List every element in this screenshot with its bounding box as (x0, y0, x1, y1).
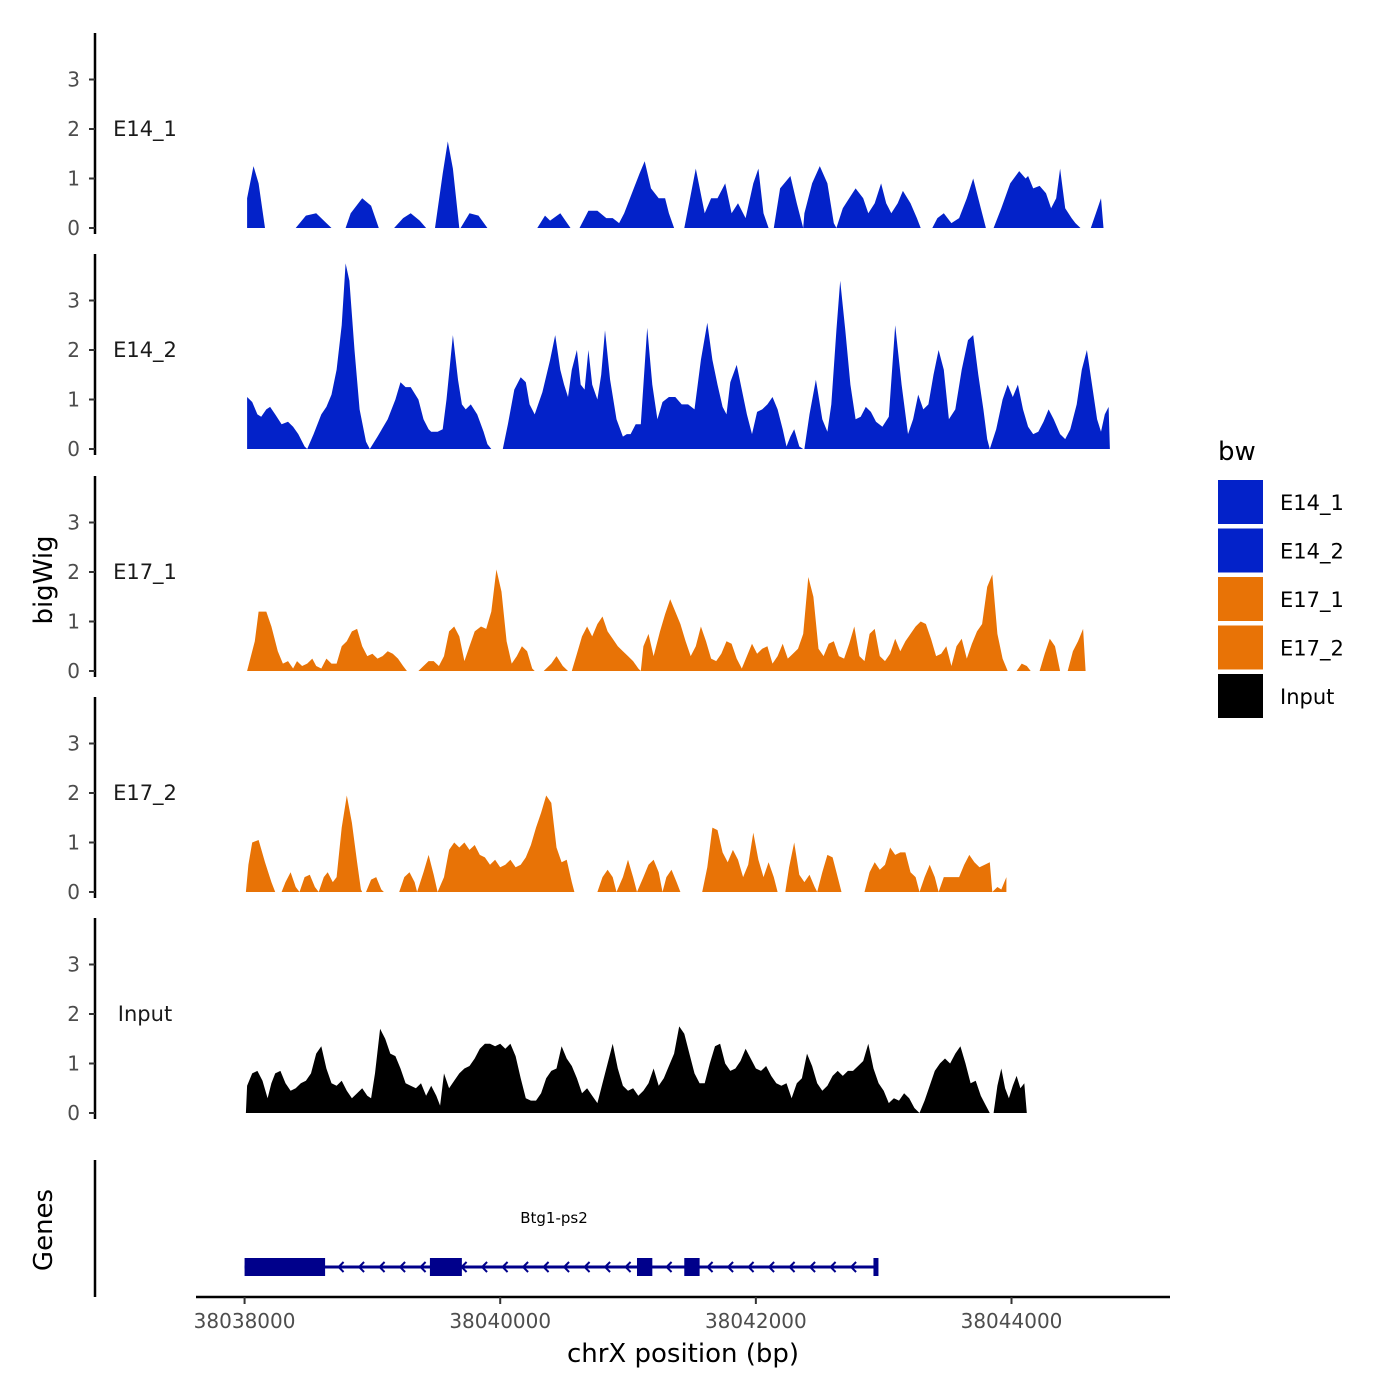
y-tick-label: 3 (67, 953, 80, 977)
y-tick-label: 1 (67, 167, 80, 191)
track-panel-e14-1: 0 1 2 3 E14_1 (67, 33, 1104, 240)
y-tick-label: 0 (67, 880, 80, 904)
gene-exon (244, 1258, 326, 1276)
genes-axis-title: Genes (29, 1189, 59, 1271)
coverage-area-e14-2 (247, 263, 1110, 449)
y-tick-label: 2 (67, 781, 80, 805)
y-tick-label: 1 (67, 610, 80, 634)
legend-title: bw (1218, 437, 1256, 467)
y-axis-title: bigWig (29, 535, 59, 624)
gene-exon (636, 1258, 653, 1276)
y-tick-label: 0 (67, 216, 80, 240)
strand-arrow (562, 1261, 570, 1273)
gene-exon (873, 1258, 879, 1276)
strand-arrow (521, 1261, 529, 1273)
strand-arrow (849, 1261, 857, 1273)
track-label: E17_2 (113, 781, 177, 806)
strand-arrow (480, 1261, 488, 1273)
gene-name-label: Btg1-ps2 (520, 1209, 588, 1227)
genes-panel: Btg1-ps2 (93, 1160, 879, 1297)
strand-arrow (583, 1261, 591, 1273)
legend-label: E14_2 (1280, 540, 1344, 565)
y-tick-label: 2 (67, 338, 80, 362)
strand-arrow (665, 1261, 673, 1273)
strand-arrow (788, 1261, 796, 1273)
coverage-area-e17-2 (245, 795, 1007, 892)
track-label: E14_2 (113, 338, 177, 363)
x-tick-label: 38040000 (449, 1309, 551, 1333)
track-panel-e14-2: 0 1 2 3 E14_2 (67, 254, 1110, 461)
legend-swatch (1218, 674, 1263, 718)
track-panel-input: 0 1 2 3 Input (67, 918, 1027, 1125)
coverage-area-e17-1 (247, 569, 1086, 671)
strand-arrow (808, 1261, 816, 1273)
strand-arrow (603, 1261, 611, 1273)
track-label: E14_1 (113, 117, 177, 142)
coverage-area-e14-1 (247, 141, 1104, 228)
y-tick-label: 0 (67, 1101, 80, 1125)
track-label: E17_1 (113, 560, 177, 585)
gene-exon (684, 1258, 700, 1276)
legend-swatch (1218, 480, 1263, 524)
y-tick-label: 1 (67, 1052, 80, 1076)
y-tick-label: 3 (67, 68, 80, 92)
strand-arrow (624, 1261, 632, 1273)
strand-arrow (357, 1261, 365, 1273)
legend-swatch (1218, 528, 1263, 573)
x-axis-title: chrX position (bp) (567, 1339, 799, 1369)
strand-arrow (726, 1261, 734, 1273)
strand-arrow (829, 1261, 837, 1273)
y-tick-label: 0 (67, 659, 80, 683)
y-tick-label: 2 (67, 1002, 80, 1026)
strand-arrow (501, 1261, 509, 1273)
strand-arrow (419, 1261, 427, 1273)
track-panel-e17-2: 0 1 2 3 E17_2 (67, 697, 1007, 904)
y-tick-label: 1 (67, 831, 80, 855)
strand-arrow (337, 1261, 345, 1273)
strand-arrow (706, 1261, 714, 1273)
coverage-tracks: 0 1 2 3 E14_1 0 1 2 3 E14_2 0 1 2 3 E17_1 0 1 2 3 E17_2 0 1 2 3… (67, 33, 1110, 1125)
strand-arrow (747, 1261, 755, 1273)
legend-label: E17_1 (1280, 588, 1344, 613)
x-tick-label: 38044000 (961, 1309, 1063, 1333)
legend: bw E14_1 E14_2 E17_1 E17_2 Input (1218, 437, 1344, 718)
x-axis: 38038000 38040000 38042000 38044000 (194, 1295, 1170, 1333)
track-label: Input (118, 1002, 172, 1026)
y-tick-label: 3 (67, 289, 80, 313)
coverage-area-input (245, 1026, 1027, 1113)
legend-label: Input (1280, 685, 1334, 709)
track-panel-e17-1: 0 1 2 3 E17_1 (67, 476, 1086, 683)
legend-label: E14_1 (1280, 491, 1344, 516)
x-tick-label: 38038000 (194, 1309, 296, 1333)
legend-swatch (1218, 625, 1263, 670)
strand-arrow (398, 1261, 406, 1273)
y-tick-label: 3 (67, 511, 80, 535)
strand-arrow (767, 1261, 775, 1273)
y-tick-label: 1 (67, 388, 80, 412)
y-tick-label: 2 (67, 117, 80, 141)
gene-exon (429, 1258, 462, 1276)
legend-swatch (1218, 577, 1263, 621)
strand-arrow (378, 1261, 386, 1273)
y-tick-label: 0 (67, 437, 80, 461)
y-tick-label: 2 (67, 560, 80, 584)
x-tick-label: 38042000 (705, 1309, 807, 1333)
y-tick-label: 3 (67, 732, 80, 756)
strand-arrow (542, 1261, 550, 1273)
legend-label: E17_2 (1280, 637, 1344, 662)
